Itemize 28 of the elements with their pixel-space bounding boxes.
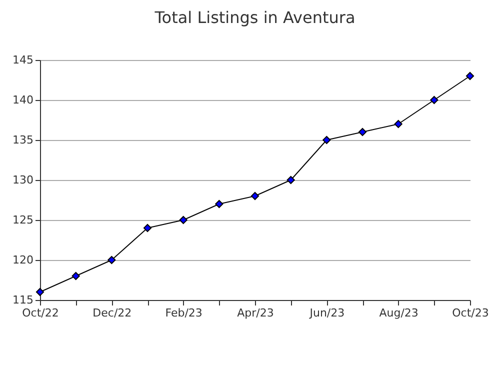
x-tick-label: Aug/23: [379, 306, 418, 320]
point: [179, 216, 188, 224]
point: [322, 136, 331, 144]
point: [358, 128, 367, 136]
y-tick-label: 120: [12, 254, 34, 266]
x-tick-label: Feb/23: [165, 306, 202, 320]
point: [215, 200, 224, 208]
point: [72, 272, 80, 280]
point: [394, 120, 402, 128]
x-tick-label: Jun/23: [308, 306, 345, 320]
y-tick-label: 115: [12, 294, 34, 306]
point: [108, 256, 116, 264]
y-tick-label: 125: [12, 214, 34, 226]
y-tick-label: 140: [12, 94, 34, 106]
x-tick-label: Dec/22: [92, 306, 132, 320]
point: [143, 224, 152, 232]
x-tick-label: Oct/22: [22, 306, 59, 320]
point: [466, 72, 474, 80]
y-tick-label: 135: [12, 134, 34, 146]
point: [430, 96, 438, 104]
x-tick-label: Apr/23: [237, 306, 274, 320]
y-tick-label: 145: [12, 54, 34, 66]
y-tick-label: 130: [12, 174, 34, 186]
point: [250, 192, 260, 200]
x-tick-label: Oct/23: [452, 306, 489, 320]
chart-title: Total Listings in Aventura: [154, 8, 356, 27]
point: [286, 176, 295, 184]
point: [36, 288, 44, 296]
